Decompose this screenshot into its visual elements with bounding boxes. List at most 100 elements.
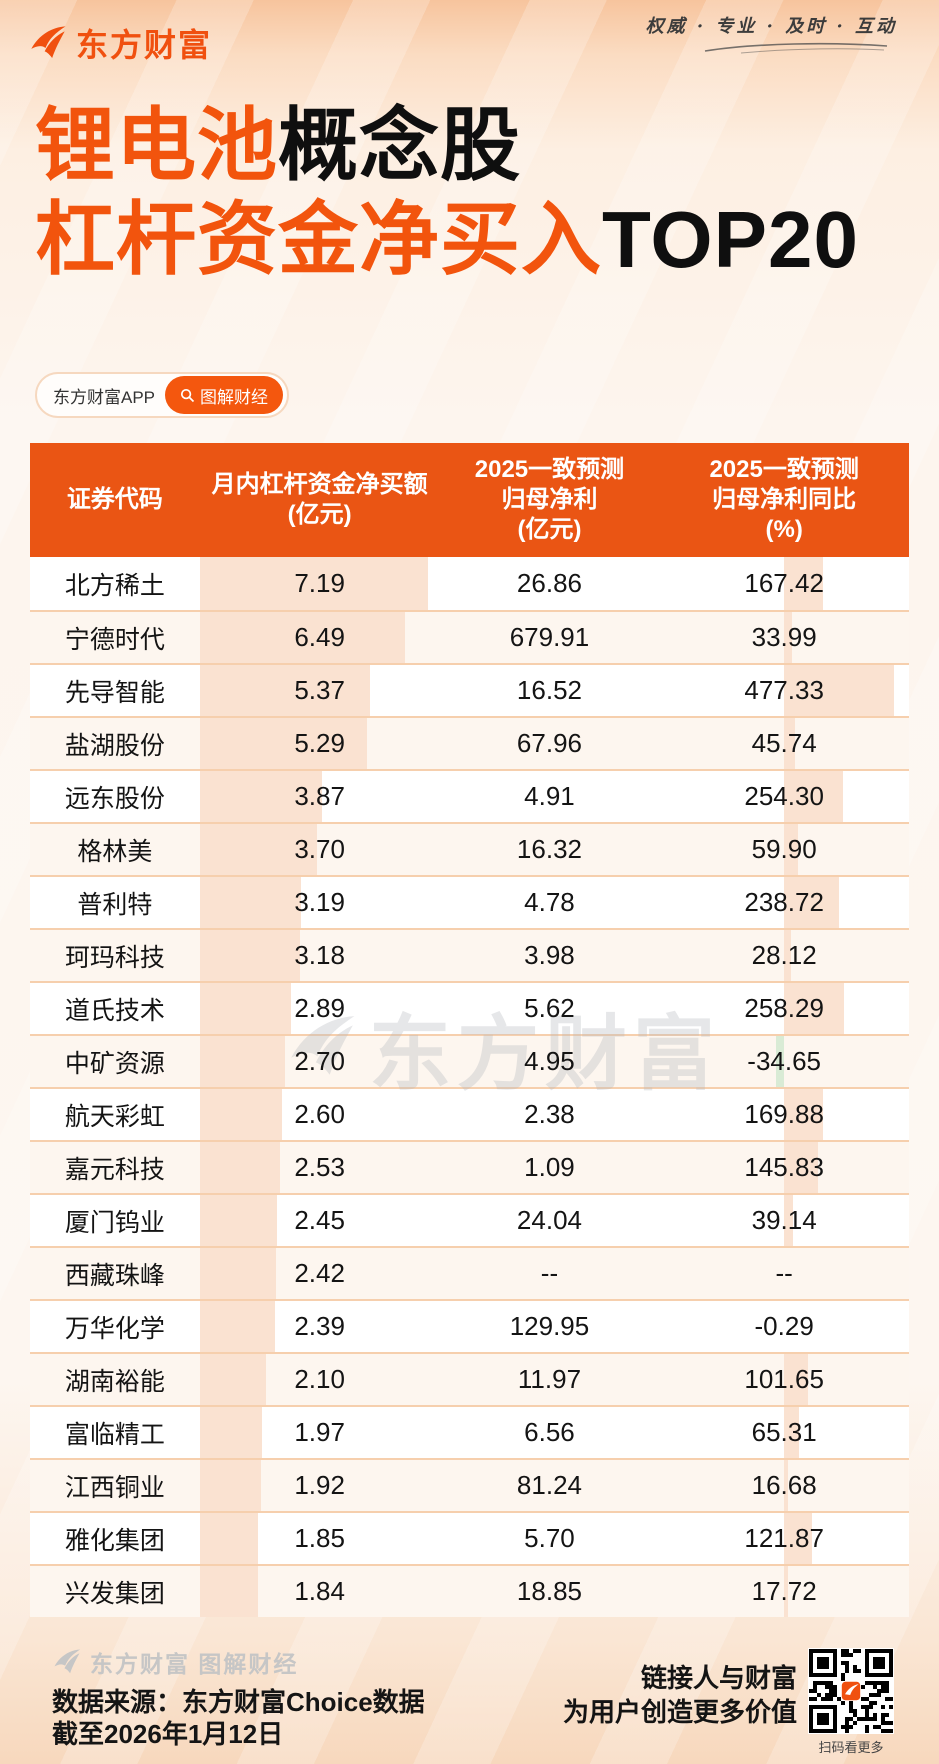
yoy-bar [784,824,798,875]
stock-name-cell: 西藏珠峰 [30,1248,200,1299]
net-buy-bar [199,1195,278,1246]
profit-cell: -- [440,1248,660,1299]
net-buy-cell: 2.45 [199,1195,440,1246]
title-highlight-2: 杠杆资金净买入 [35,195,602,284]
yoy-bar [784,1460,788,1511]
yoy-cell-value: 254.30 [744,781,824,811]
stock-name-cell-value: 西藏珠峰 [64,1261,165,1290]
net-buy-cell: 2.89 [199,983,440,1034]
stock-name-cell-value: 万华化学 [64,1314,165,1343]
yoy-cell-value: 121.87 [744,1523,824,1553]
table-row: 富临精工 1.97 6.56 65.31 [30,1405,909,1458]
yoy-cell-value: 39.14 [751,1205,817,1235]
net-buy-cell-value: 3.87 [294,781,345,811]
net-buy-cell: 2.60 [199,1089,440,1140]
stock-name-cell-value: 嘉元科技 [64,1155,165,1184]
net-buy-bar [199,1142,280,1193]
net-buy-cell-value: 3.19 [294,887,345,917]
column-header-3: 2025一致预测 归母净利 (亿元) [440,443,660,557]
profit-cell: 679.91 [440,612,660,663]
profit-cell: 5.70 [440,1513,660,1564]
yoy-cell-value: 28.12 [751,940,817,970]
yoy-cell-value: 59.90 [751,834,817,864]
net-buy-bar [199,1301,276,1352]
table-row: 兴发集团 1.84 18.85 17.72 [30,1564,909,1617]
yoy-cell: 258.29 [659,983,909,1034]
yoy-cell-value: 477.33 [744,675,824,705]
yoy-bar [784,771,843,822]
profit-cell-value: 4.91 [524,781,575,811]
net-buy-cell: 2.39 [199,1301,440,1352]
stock-name-cell: 道氏技术 [30,983,200,1034]
topic-badge-button[interactable]: 图解财经 [165,376,284,414]
net-buy-cell-value: 7.19 [294,568,345,598]
yoy-bar [784,1089,824,1140]
net-buy-cell: 2.70 [199,1036,440,1087]
yoy-cell: 477.33 [659,665,909,716]
title-rest-2: TOP20 [602,195,859,284]
net-buy-cell-value: 2.45 [294,1205,345,1235]
net-buy-cell-value: 5.29 [294,728,345,758]
yoy-cell: 16.68 [659,1460,909,1511]
column-header-line: (亿元) [517,516,582,543]
profit-cell-value: 81.24 [516,1470,582,1500]
table-row: 西藏珠峰 2.42 -- -- [30,1246,909,1299]
stock-name-cell: 航天彩虹 [30,1089,200,1140]
yoy-cell: -34.65 [659,1036,909,1087]
table-row: 湖南裕能 2.10 11.97 101.65 [30,1352,909,1405]
yoy-cell: 33.99 [659,612,909,663]
net-buy-cell: 3.18 [199,930,440,981]
stock-name-cell-value: 中矿资源 [64,1049,165,1078]
net-buy-cell-value: 2.10 [294,1364,345,1394]
stock-name-cell: 中矿资源 [30,1036,200,1087]
profit-cell: 11.97 [440,1354,660,1405]
column-header-line: 月内杠杆资金净买额 [211,471,428,498]
net-buy-cell-value: 5.37 [294,675,345,705]
stock-name-cell: 北方稀土 [30,557,200,610]
net-buy-cell: 3.70 [199,824,440,875]
qr-block: 扫码看更多 [808,1648,894,1756]
table-body: 东方财富 北方稀土 7.19 26.86 167.42 宁德时代 6.49 679.91 33… [30,557,909,1617]
data-asof-note: 截至2026年1月12日 [52,1719,284,1749]
net-buy-cell-value: 2.39 [294,1311,345,1341]
net-buy-cell: 2.53 [199,1142,440,1193]
app-badge-pill[interactable]: 东方财富APP 图解财经 [35,372,290,418]
yoy-cell-value: 167.42 [744,568,824,598]
profit-cell-value: 16.32 [516,834,582,864]
profit-cell: 129.95 [440,1301,660,1352]
qr-caption: 扫码看更多 [818,1740,884,1755]
profit-cell-value: 5.70 [524,1523,575,1553]
title-rest-1: 概念股 [278,101,521,190]
profit-cell: 16.32 [440,824,660,875]
yoy-bar [784,1407,800,1458]
net-buy-cell-value: 3.70 [294,834,345,864]
profit-cell-value: 129.95 [509,1311,590,1341]
net-buy-cell: 3.87 [199,771,440,822]
stock-name-cell: 兴发集团 [30,1566,200,1617]
page-title-line2: 杠杆资金净买入TOP20 [35,200,859,280]
column-header-1: 证券代码 [30,443,200,557]
yoy-bar [784,1354,808,1405]
net-buy-bar [199,612,406,663]
stock-name-cell: 格林美 [30,824,200,875]
net-buy-cell-value: 6.49 [294,622,345,652]
net-buy-cell: 1.97 [199,1407,440,1458]
yoy-cell: 45.74 [659,718,909,769]
column-header-line: 2025一致预测 [709,456,859,483]
net-buy-bar [199,557,428,610]
profit-cell-value: 5.62 [524,993,575,1023]
yoy-bar [784,1195,794,1246]
profit-cell-value: 1.09 [524,1152,575,1182]
stock-name-cell: 嘉元科技 [30,1142,200,1193]
table-row: 江西铜业 1.92 81.24 16.68 [30,1458,909,1511]
tagline-swoosh-line [704,42,888,54]
net-buy-bar [199,1566,258,1617]
yoy-cell: 65.31 [659,1407,909,1458]
profit-cell-value: 6.56 [524,1417,575,1447]
title-highlight-1: 锂电池 [35,101,278,190]
yoy-cell: 28.12 [659,930,909,981]
profit-cell: 4.95 [440,1036,660,1087]
page-title-line1: 锂电池概念股 [35,106,521,186]
stock-name-cell: 远东股份 [30,771,200,822]
